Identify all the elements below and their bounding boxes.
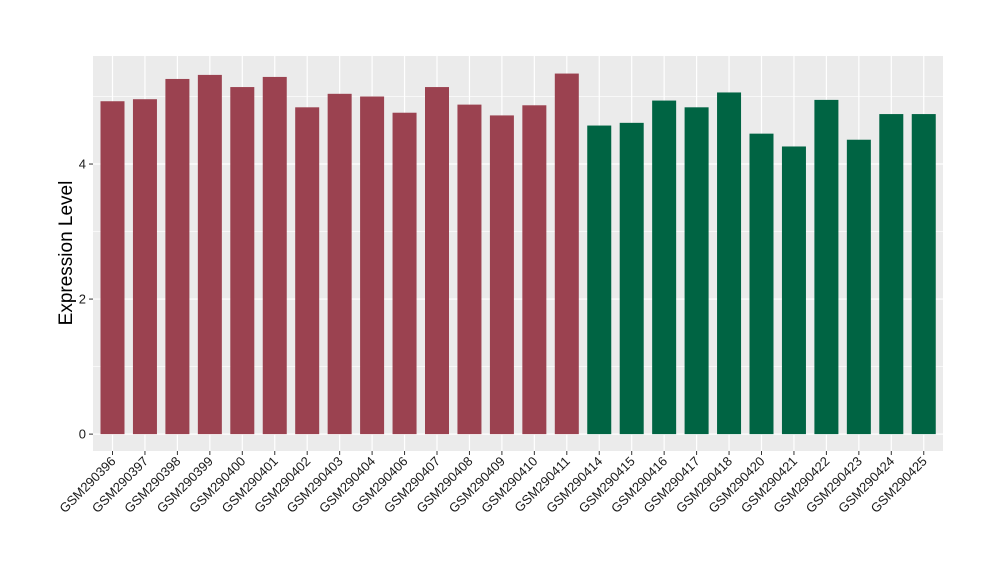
bar bbox=[100, 101, 125, 435]
bar bbox=[197, 74, 222, 435]
bar bbox=[652, 100, 677, 435]
bar bbox=[911, 114, 936, 435]
x-axis: GSM290396GSM290397GSM290398GSM290399GSM2… bbox=[56, 451, 930, 516]
bar bbox=[489, 115, 514, 435]
bar bbox=[360, 96, 385, 435]
bar bbox=[554, 73, 579, 435]
bar bbox=[327, 93, 352, 435]
y-tick-label: 2 bbox=[79, 292, 86, 307]
bar bbox=[814, 99, 839, 435]
bar bbox=[262, 76, 287, 435]
y-axis: 0 2 4 bbox=[79, 157, 93, 442]
y-tick-label: 0 bbox=[79, 427, 86, 442]
bar bbox=[165, 78, 190, 435]
bar bbox=[717, 92, 742, 435]
bar bbox=[879, 114, 904, 435]
bar bbox=[425, 87, 449, 435]
bar bbox=[587, 125, 612, 435]
y-axis-title: Expression Level bbox=[56, 181, 77, 326]
bar bbox=[749, 133, 774, 435]
bar bbox=[457, 104, 482, 435]
bar bbox=[846, 139, 871, 435]
bar bbox=[684, 107, 709, 435]
bar bbox=[230, 87, 255, 435]
bar bbox=[392, 112, 417, 435]
y-tick-label: 4 bbox=[79, 157, 86, 172]
bar bbox=[781, 146, 806, 435]
bars bbox=[100, 73, 936, 435]
bar bbox=[522, 105, 547, 435]
bar bbox=[132, 99, 157, 435]
bar bbox=[295, 107, 320, 435]
bar bbox=[619, 122, 644, 435]
